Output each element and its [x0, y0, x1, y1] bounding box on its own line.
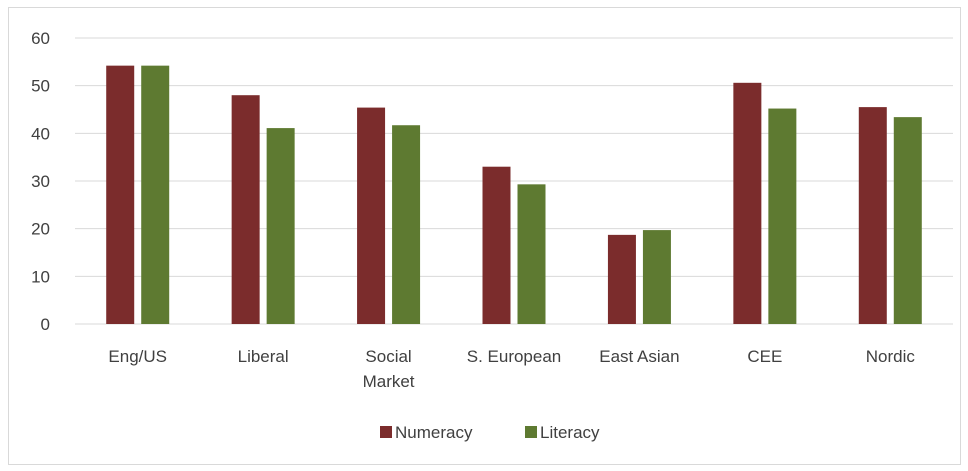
- y-tick-label: 30: [31, 172, 50, 191]
- bar-literacy: [642, 230, 671, 324]
- bar-literacy: [768, 108, 797, 325]
- bar-numeracy: [858, 107, 887, 324]
- y-tick-label: 0: [41, 315, 50, 334]
- bar-literacy: [141, 65, 170, 324]
- legend-label-literacy: Literacy: [540, 423, 600, 442]
- y-tick-label: 60: [31, 29, 50, 48]
- bar-literacy: [517, 184, 546, 324]
- x-tick-label: East Asian: [599, 347, 679, 366]
- y-tick-label: 20: [31, 220, 50, 239]
- x-tick-label: Market: [363, 372, 415, 391]
- x-tick-label: CEE: [747, 347, 782, 366]
- y-tick-label: 40: [31, 124, 50, 143]
- x-tick-label: Social: [365, 347, 411, 366]
- x-tick-label: Eng/US: [108, 347, 167, 366]
- bar-numeracy: [106, 65, 135, 324]
- bar-literacy: [893, 117, 922, 324]
- bar-numeracy: [733, 82, 762, 324]
- bar-numeracy: [607, 234, 636, 324]
- legend-swatch-literacy: [525, 426, 537, 438]
- bar-literacy: [392, 125, 421, 324]
- bar-literacy: [266, 128, 295, 324]
- x-tick-label: S. European: [467, 347, 562, 366]
- legend-swatch-numeracy: [380, 426, 392, 438]
- y-tick-label: 10: [31, 267, 50, 286]
- bar-numeracy: [231, 95, 260, 324]
- bar-numeracy: [482, 166, 511, 324]
- y-tick-label: 50: [31, 77, 50, 96]
- legend-label-numeracy: Numeracy: [395, 423, 473, 442]
- x-tick-label: Liberal: [238, 347, 289, 366]
- bar-numeracy: [357, 107, 386, 325]
- x-tick-label: Nordic: [866, 347, 916, 366]
